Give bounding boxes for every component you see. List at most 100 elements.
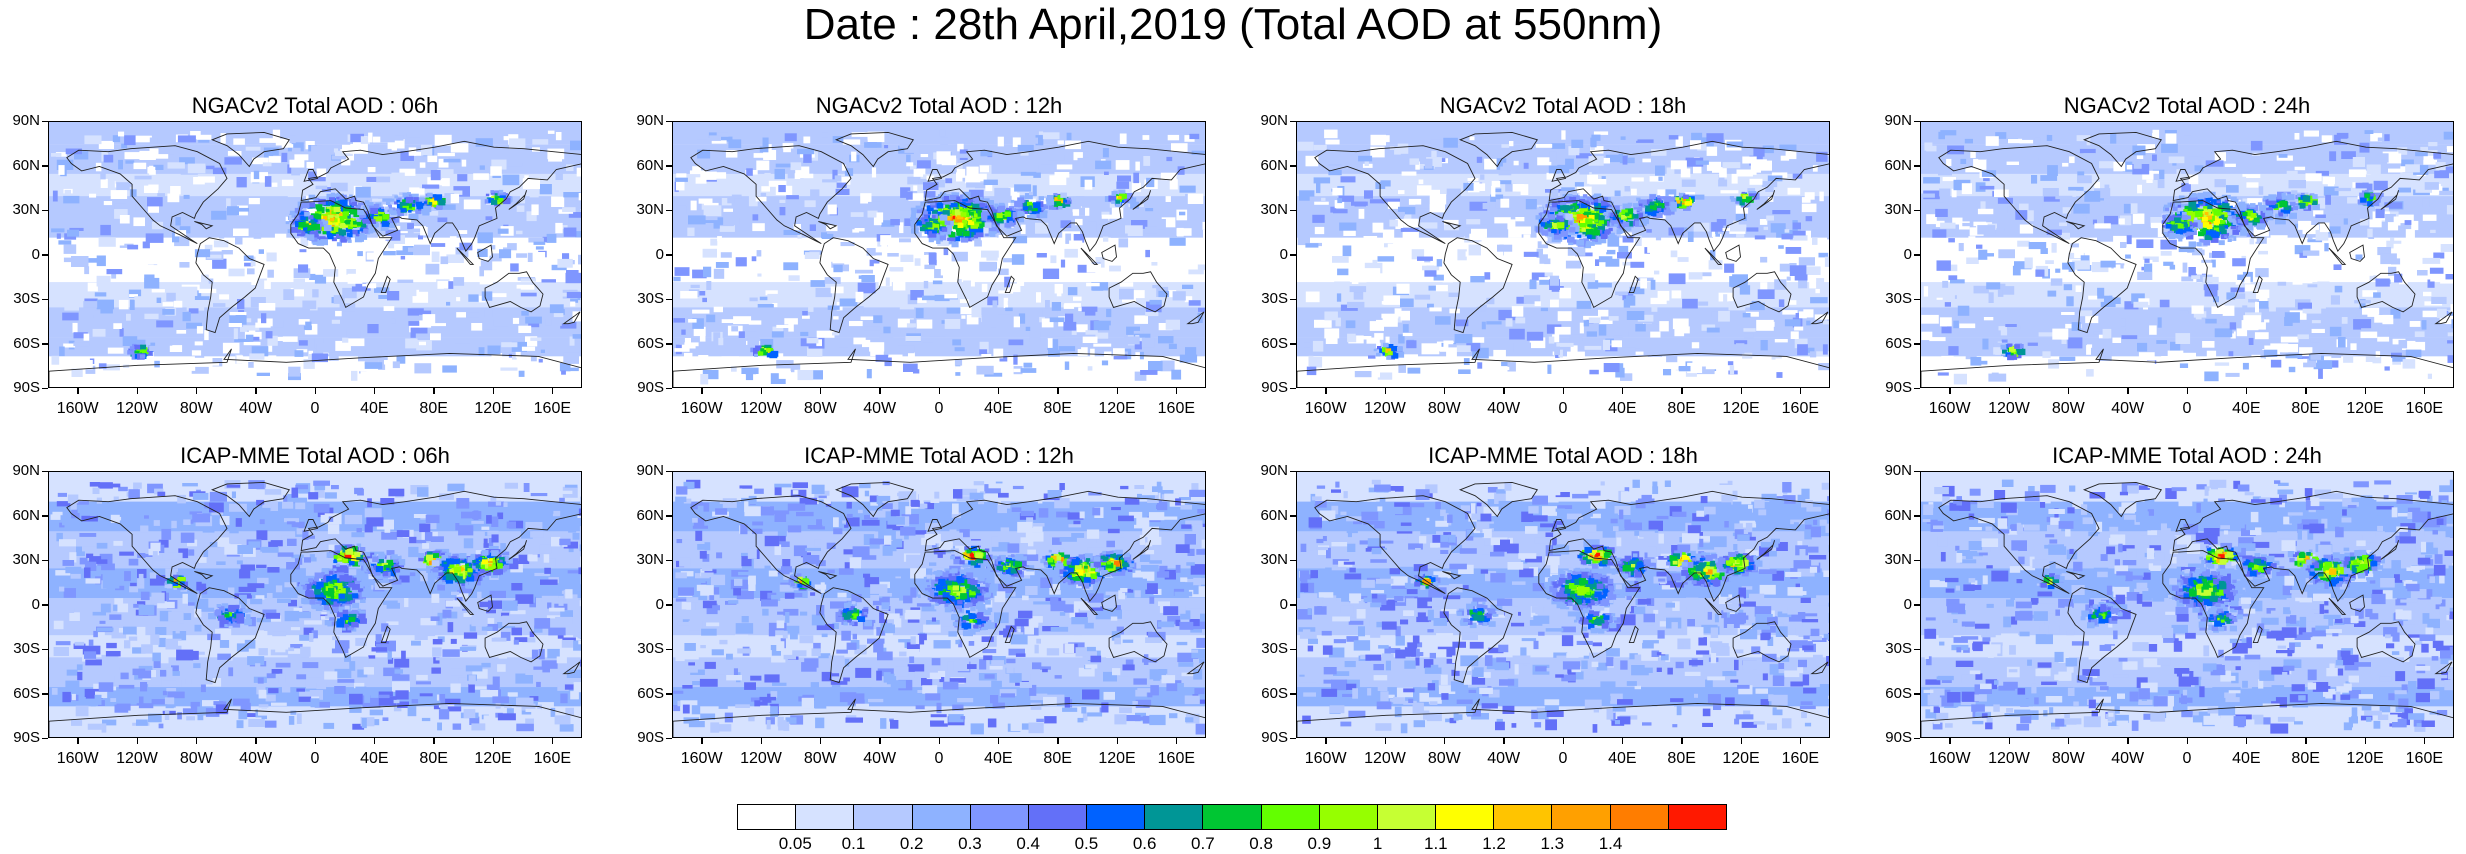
aod-hotspot-cell (345, 236, 349, 240)
aod-patch (491, 159, 507, 170)
aod-hotspot-cell (936, 240, 941, 244)
aod-patch (2062, 162, 2069, 167)
aod-hotspot-cell (1600, 233, 1608, 239)
aod-patch (2369, 275, 2377, 281)
aod-patch (2160, 239, 2177, 250)
aod-patch (367, 167, 376, 173)
aod-patch (111, 242, 125, 246)
aod-patch (547, 148, 565, 160)
aod-patch (681, 329, 686, 335)
aod-hotspot-cell (330, 228, 336, 233)
aod-patch (2244, 276, 2251, 284)
aod-hotspot-cell (931, 215, 936, 219)
aod-patch (1021, 372, 1029, 377)
aod-hotspot-cell (916, 213, 922, 218)
aod-patch (2132, 164, 2150, 175)
aod-hotspot-cell (948, 231, 956, 238)
aod-patch (1443, 340, 1454, 348)
aod-patch (148, 184, 159, 191)
aod-patch (333, 148, 338, 153)
aod-hotspot-cell (346, 232, 353, 238)
aod-hotspot-cell (350, 196, 355, 200)
aod-hotspot-cell (937, 211, 943, 217)
aod-patch (398, 185, 410, 195)
aod-hotspot-cell (928, 238, 934, 243)
aod-hotspot-cell (336, 196, 340, 200)
aod-patch (1380, 180, 1391, 187)
aod-patch (2405, 164, 2420, 173)
aod-hotspot-cell (308, 194, 316, 201)
aod-patch (1403, 218, 1419, 228)
aod-hotspot-cell (947, 206, 952, 210)
aod-patch (867, 210, 878, 218)
aod-patch (2104, 184, 2110, 194)
aod-patch (794, 173, 801, 179)
aod-patch (167, 162, 185, 169)
aod-patch (2334, 187, 2351, 192)
aod-hotspot-cell (300, 203, 304, 206)
aod-patch (1101, 360, 1109, 366)
aod-patch (2445, 315, 2453, 325)
aod-patch (1499, 180, 1512, 185)
aod-patch (391, 144, 397, 151)
aod-hotspot-cell (950, 195, 955, 199)
aod-patch (1760, 256, 1768, 263)
aod-patch (392, 361, 400, 369)
aod-patch (790, 364, 801, 373)
aod-patch (1396, 283, 1410, 294)
aod-patch (1658, 176, 1663, 181)
aod-patch (1077, 347, 1088, 356)
aod-hotspot-cell (1624, 218, 1628, 221)
aod-patch (881, 220, 895, 227)
aod-patch (2258, 186, 2264, 195)
aod-patch (2181, 183, 2191, 192)
aod-hotspot-cell (2230, 224, 2237, 230)
aod-patch (226, 198, 231, 208)
aod-patch (719, 136, 733, 142)
aod-patch (1820, 137, 1829, 141)
aod-patch (2356, 267, 2374, 276)
aod-hotspot-cell (1682, 198, 1686, 202)
aod-patch (211, 210, 227, 220)
aod-patch (162, 309, 175, 315)
aod-patch (1134, 341, 1142, 350)
aod-patch (1620, 373, 1633, 381)
aod-patch (1524, 213, 1532, 225)
aod-patch (1952, 217, 1963, 225)
aod-patch (2260, 350, 2266, 359)
coastline (1443, 237, 1513, 334)
aod-patch (780, 240, 788, 245)
aod-patch (315, 185, 328, 190)
lat-tick (666, 298, 672, 300)
aod-patch (882, 247, 896, 252)
aod-patch (1590, 147, 1595, 151)
coastline (562, 311, 581, 325)
aod-patch (1454, 334, 1473, 344)
aod-hotspot-cell (976, 214, 983, 220)
aod-patch (1921, 193, 1935, 198)
aod-hotspot-cell (1657, 195, 1661, 198)
aod-hotspot-cell (408, 194, 412, 197)
aod-patch (565, 272, 581, 284)
aod-patch (1063, 321, 1077, 331)
aod-patch (1500, 198, 1510, 208)
aod-map (1920, 121, 2454, 388)
aod-hotspot-cell (1625, 212, 1630, 216)
aod-patch (1551, 189, 1559, 198)
aod-hotspot-cell (396, 197, 402, 202)
aod-patch (997, 314, 1010, 322)
aod-patch (913, 223, 923, 230)
aod-patch (1020, 151, 1029, 156)
aod-hotspot-cell (766, 353, 773, 358)
aod-patch (749, 297, 758, 302)
aod-patch (1508, 226, 1522, 238)
aod-patch (346, 269, 356, 275)
aod-patch (1751, 159, 1767, 168)
aod-patch (1674, 328, 1685, 337)
coastline (834, 131, 915, 168)
aod-patch (940, 265, 953, 276)
aod-patch (1134, 371, 1147, 381)
aod-patch (290, 288, 304, 297)
aod-patch (715, 172, 727, 179)
aod-patch (1093, 343, 1112, 347)
